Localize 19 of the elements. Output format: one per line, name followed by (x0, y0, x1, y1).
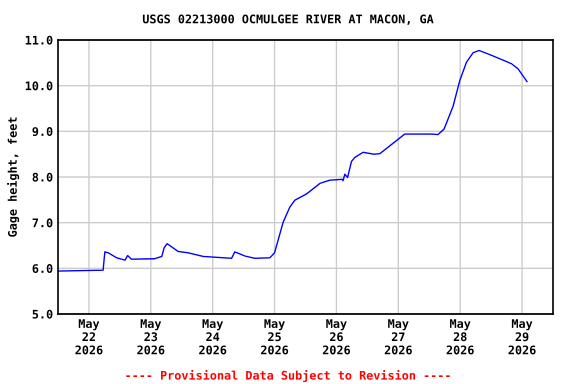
x-tick-label: May 27 2026 (384, 319, 412, 354)
text: ---- Provisional Data Subject to Revision ---- (126, 370, 450, 382)
y-tick-label: 9.0 (32, 127, 52, 136)
x-tick-label: May 24 2026 (199, 319, 226, 354)
x-tick-label: May 25 2026 (261, 319, 288, 354)
y-tick-label: 11.0 (26, 36, 52, 45)
chart-title: USGS 02213000 OCMULGEE RIVER AT MACON, GA (142, 14, 434, 25)
y-tick-label: 10.0 (26, 81, 52, 90)
y-tick-label: 5.0 (32, 310, 52, 319)
x-tick-label: May 23 2026 (137, 319, 164, 354)
x-tick-label: May 26 2026 (322, 319, 350, 354)
x-tick-label: May 22 2026 (75, 319, 103, 354)
y-axis-title: Gage height, feet (7, 118, 20, 237)
y-tick-label: 6.0 (32, 264, 52, 273)
x-tick-label: May 29 2026 (508, 319, 536, 354)
y-tick-label: 7.0 (32, 218, 52, 228)
y-tick-label: 8.0 (32, 172, 52, 182)
line-series (58, 50, 528, 272)
x-tick-label: May 28 2026 (446, 319, 474, 354)
